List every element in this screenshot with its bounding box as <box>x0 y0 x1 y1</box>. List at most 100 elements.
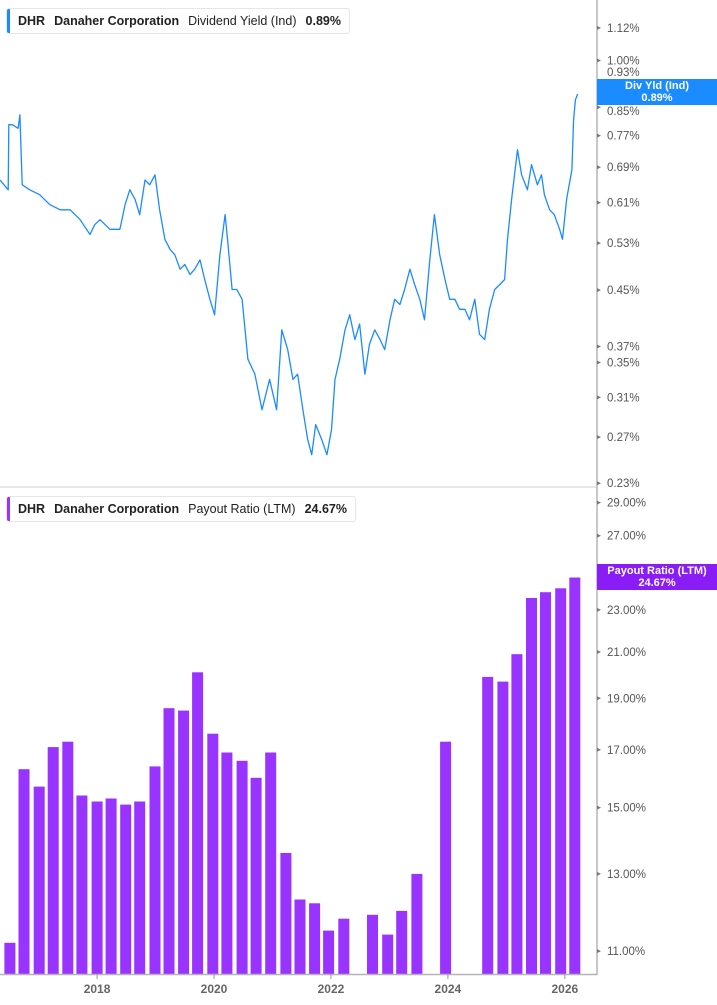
y-tick-mark <box>597 25 601 30</box>
y-tick-label: 21.00% <box>607 647 646 659</box>
y-tick-label: 0.31% <box>607 392 640 404</box>
y-tick-mark <box>597 805 601 810</box>
payout-bar <box>33 786 45 974</box>
legend-company: Danaher Corporation <box>54 14 180 28</box>
y-tick-mark <box>597 871 601 876</box>
payout-bar <box>4 942 16 974</box>
payout-bar <box>134 801 146 974</box>
dividend-yield-line <box>0 93 579 456</box>
tag-value: 0.89% <box>641 92 673 104</box>
y-tick-mark <box>597 650 601 655</box>
tag-label: Payout Ratio (LTM) <box>607 565 707 577</box>
y-tick-label: 0.27% <box>607 432 640 444</box>
payout-bar <box>62 741 74 974</box>
legend-metric: Payout Ratio (LTM) <box>188 502 296 516</box>
y-tick-mark <box>597 607 601 612</box>
y-tick-label: 0.61% <box>607 198 640 210</box>
y-tick-label: 0.53% <box>607 238 640 250</box>
legend-ticker: DHR <box>18 14 46 28</box>
y-tick-label: 0.77% <box>607 131 640 143</box>
y-tick-label: 0.23% <box>607 478 640 490</box>
x-tick-label: 2024 <box>435 982 462 996</box>
legend-ticker: DHR <box>18 502 46 516</box>
y-tick-mark <box>597 360 601 365</box>
payout-ratio-panel <box>4 577 581 974</box>
y-tick-mark <box>597 481 601 486</box>
series-color-marker <box>7 497 10 521</box>
payout-bar <box>309 903 321 974</box>
x-axis: 2018 2020 2022 2024 2026 <box>84 974 579 996</box>
payout-bar <box>47 747 59 974</box>
y-tick-mark <box>597 747 601 752</box>
dividend-yield-legend: DHR Danaher Corporation Dividend Yield (… <box>6 8 350 34</box>
x-tick-label: 2022 <box>318 982 345 996</box>
payout-bar <box>569 577 581 974</box>
legend-value: 0.89% <box>305 14 341 28</box>
payout-ratio-legend: DHR Danaher Corporation Payout Ratio (LT… <box>6 496 356 522</box>
payout-ratio-price-tag: Payout Ratio (LTM) 24.67% <box>597 564 717 590</box>
payout-bar <box>250 777 262 974</box>
y-tick-mark <box>597 344 601 349</box>
legend-company: Danaher Corporation <box>54 502 180 516</box>
payout-bar <box>76 795 88 974</box>
dividend-yield-price-tag: Div Yld (Ind) 0.89% <box>597 79 717 105</box>
payout-bar <box>382 934 394 974</box>
y-tick-mark <box>597 105 601 110</box>
top-y-axis: 1.12% 1.00%0.93% 0.85% 0.77% 0.69% 0.61% 0.53%… <box>597 23 640 490</box>
payout-bar <box>555 588 567 974</box>
payout-bar <box>221 752 233 974</box>
payout-bar <box>265 752 277 974</box>
payout-bar <box>236 760 248 974</box>
series-color-marker <box>7 9 10 33</box>
y-tick-mark <box>597 435 601 440</box>
y-tick-label: 0.85% <box>607 106 640 118</box>
y-tick-mark <box>597 58 601 63</box>
y-tick-mark <box>597 133 601 138</box>
payout-bar <box>338 918 350 974</box>
payout-bar <box>411 873 423 974</box>
y-tick-label: 0.93% <box>607 67 640 79</box>
y-tick-label: 29.00% <box>607 498 646 510</box>
y-tick-label: 27.00% <box>607 531 646 543</box>
y-tick-mark <box>597 395 601 400</box>
y-tick-mark <box>597 165 601 170</box>
y-tick-label: 13.00% <box>607 869 646 881</box>
y-tick-label: 1.12% <box>607 23 640 35</box>
payout-bar <box>294 899 306 974</box>
legend-metric: Dividend Yield (Ind) <box>188 14 297 28</box>
y-tick-label: 19.00% <box>607 693 646 705</box>
x-tick-label: 2018 <box>84 982 111 996</box>
payout-bar <box>540 592 551 974</box>
y-tick-label: 0.35% <box>607 357 640 369</box>
payout-bar <box>323 930 335 974</box>
payout-bar <box>178 710 190 974</box>
dividend-yield-panel <box>0 93 579 456</box>
y-tick-mark <box>597 200 601 205</box>
y-tick-mark <box>597 533 601 538</box>
y-tick-label: 0.45% <box>607 285 640 297</box>
x-tick-label: 2026 <box>551 982 578 996</box>
payout-bar <box>367 914 378 974</box>
payout-bar <box>482 676 494 974</box>
payout-bar <box>163 708 175 974</box>
y-tick-mark <box>597 241 601 246</box>
tag-label: Div Yld (Ind) <box>625 80 689 92</box>
payout-bar <box>120 804 132 974</box>
tag-value: 24.67% <box>638 577 676 589</box>
payout-bar <box>497 681 509 974</box>
y-tick-label: 23.00% <box>607 605 646 617</box>
payout-bar <box>192 672 204 974</box>
y-tick-mark <box>597 949 601 954</box>
payout-bar <box>526 598 537 974</box>
y-tick-label: 11.00% <box>607 946 645 958</box>
y-tick-label: 17.00% <box>607 745 646 757</box>
payout-bar <box>396 910 408 974</box>
y-tick-label: 15.00% <box>607 803 646 815</box>
payout-bar <box>440 741 452 974</box>
y-tick-mark <box>597 696 601 701</box>
payout-bar <box>18 769 30 974</box>
x-tick-label: 2020 <box>201 982 228 996</box>
y-tick-mark <box>597 288 601 293</box>
y-tick-label: 0.37% <box>607 341 640 353</box>
